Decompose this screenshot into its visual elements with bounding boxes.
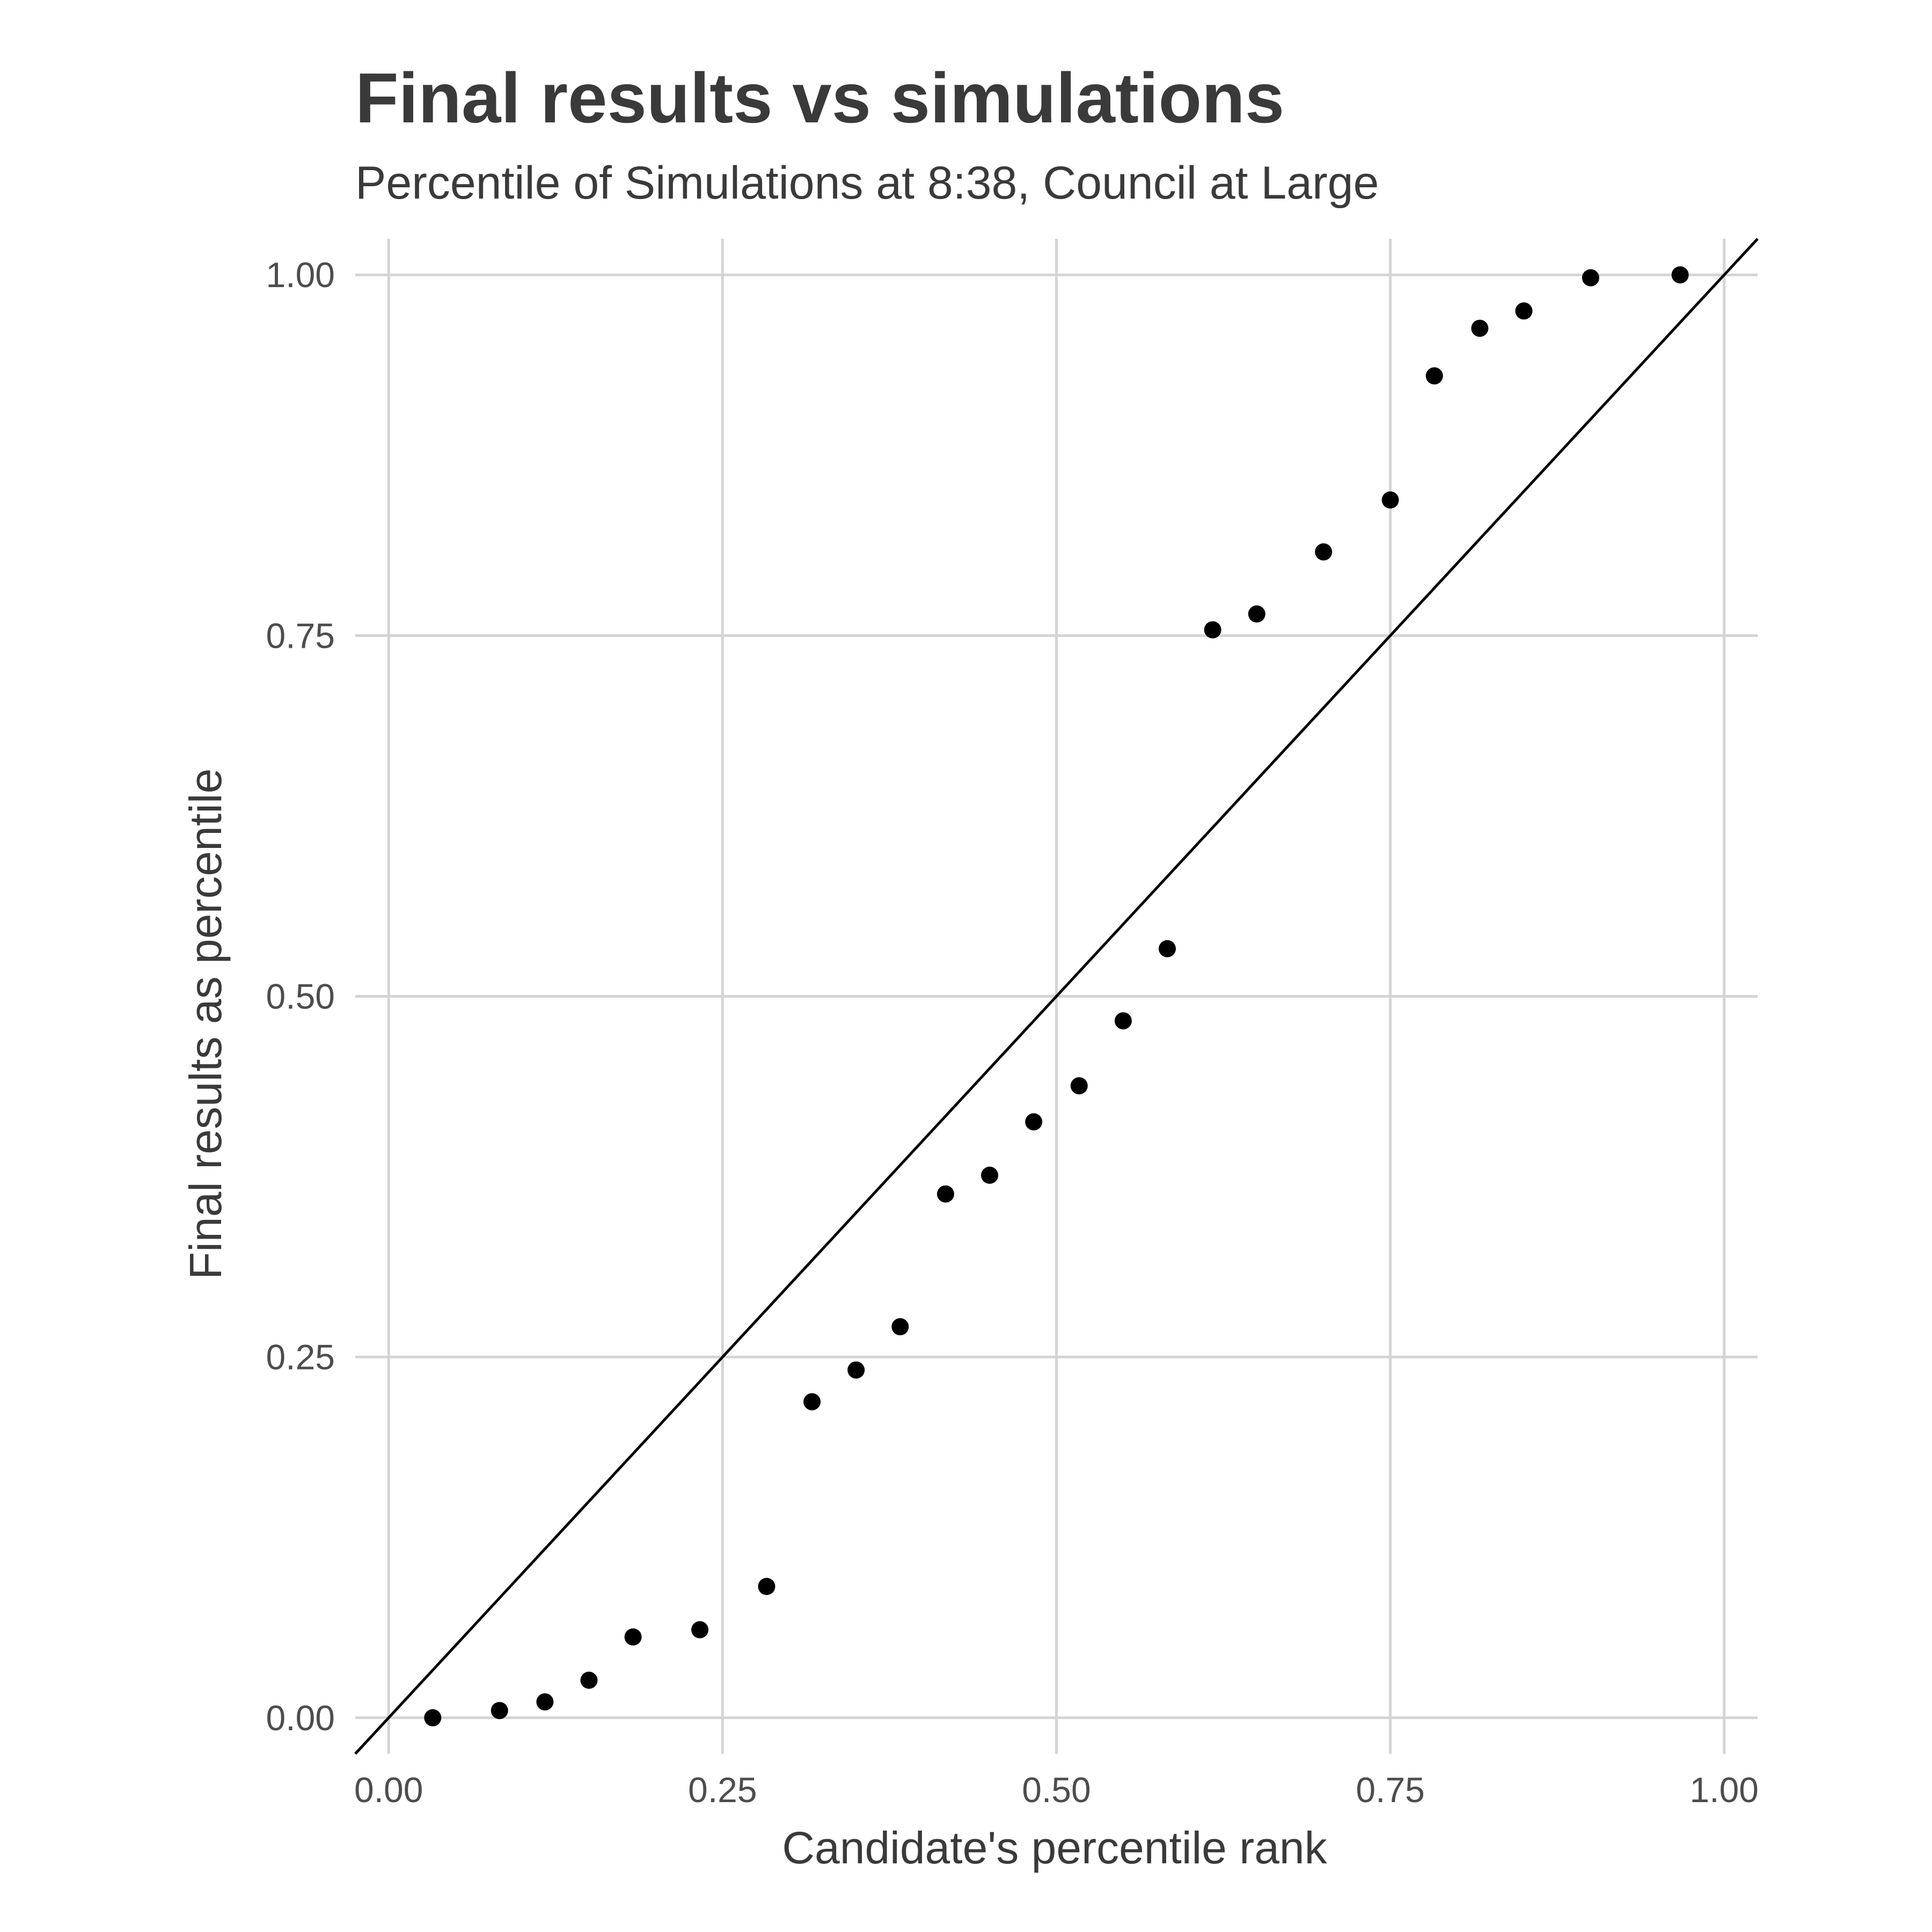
y-tick-label-0: 0.00 bbox=[266, 1698, 335, 1738]
x-axis-ticks: 0.00 0.25 0.50 0.75 1.00 bbox=[354, 1770, 1759, 1810]
reference-line-layer bbox=[354, 238, 1759, 1755]
data-point-13 bbox=[1070, 1077, 1088, 1095]
x-axis-title: Candidate's percentile rank bbox=[782, 1823, 1327, 1873]
data-point-16 bbox=[1204, 621, 1221, 639]
gridlines bbox=[355, 239, 1758, 1754]
identity-reference-line bbox=[354, 238, 1759, 1755]
data-point-23 bbox=[1582, 269, 1599, 287]
data-point-19 bbox=[1381, 491, 1399, 509]
x-tick-label-0: 0.00 bbox=[354, 1770, 423, 1810]
data-point-8 bbox=[847, 1361, 865, 1379]
x-tick-label-1: 0.25 bbox=[688, 1770, 757, 1810]
x-tick-label-2: 0.50 bbox=[1022, 1770, 1091, 1810]
data-point-9 bbox=[891, 1318, 909, 1336]
y-tick-label-1: 0.25 bbox=[266, 1337, 335, 1377]
data-point-3 bbox=[580, 1671, 598, 1689]
chart-title: Final results vs simulations bbox=[355, 58, 1284, 137]
data-point-12 bbox=[1025, 1113, 1043, 1131]
x-tick-label-3: 0.75 bbox=[1356, 1770, 1424, 1810]
data-point-14 bbox=[1114, 1012, 1132, 1030]
data-point-4 bbox=[624, 1628, 642, 1646]
data-points bbox=[424, 266, 1689, 1726]
data-point-20 bbox=[1425, 367, 1443, 385]
y-axis-ticks: 0.00 0.25 0.50 0.75 1.00 bbox=[266, 255, 335, 1738]
data-point-1 bbox=[491, 1702, 508, 1719]
data-point-2 bbox=[536, 1693, 554, 1711]
data-point-0 bbox=[424, 1709, 442, 1726]
y-tick-label-4: 1.00 bbox=[266, 255, 335, 295]
data-point-15 bbox=[1159, 940, 1176, 957]
y-axis-title: Final results as percentile bbox=[180, 769, 231, 1279]
data-point-7 bbox=[803, 1393, 821, 1410]
y-tick-label-2: 0.50 bbox=[266, 977, 335, 1016]
data-point-21 bbox=[1471, 319, 1489, 337]
data-point-22 bbox=[1515, 302, 1533, 320]
data-point-18 bbox=[1315, 543, 1333, 561]
data-point-6 bbox=[758, 1578, 775, 1596]
y-tick-label-3: 0.75 bbox=[266, 616, 335, 655]
x-tick-label-4: 1.00 bbox=[1690, 1770, 1759, 1810]
data-point-10 bbox=[936, 1185, 954, 1203]
data-point-17 bbox=[1248, 605, 1265, 623]
data-point-5 bbox=[691, 1621, 709, 1638]
data-point-24 bbox=[1671, 266, 1689, 284]
data-point-11 bbox=[981, 1166, 999, 1184]
chart-subtitle: Percentile of Simulations at 8:38, Counc… bbox=[355, 157, 1379, 209]
